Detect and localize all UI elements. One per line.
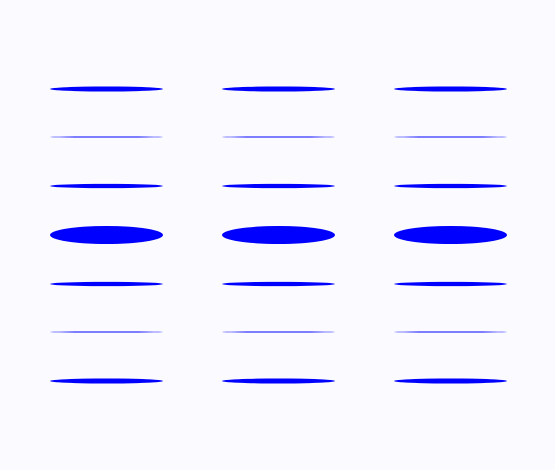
ellipse-r4-c3 xyxy=(394,226,507,244)
ellipse-r1-c1 xyxy=(50,86,163,92)
ellipse-r7-c1 xyxy=(50,378,163,384)
ellipse-r2-c1 xyxy=(50,136,163,138)
ellipse-r5-c3 xyxy=(394,281,507,287)
ellipse-r7-c3 xyxy=(394,378,507,384)
ellipse-r2-c3 xyxy=(394,136,507,138)
ellipse-r2-c2 xyxy=(222,136,335,138)
ellipse-r1-c3 xyxy=(394,86,507,92)
ellipse-r6-c1 xyxy=(50,331,163,333)
ellipse-r7-c2 xyxy=(222,378,335,384)
ellipse-r4-c1 xyxy=(50,226,163,244)
ellipse-r3-c1 xyxy=(50,183,163,189)
ellipse-r1-c2 xyxy=(222,86,335,92)
ellipse-r6-c2 xyxy=(222,331,335,333)
ellipse-r5-c2 xyxy=(222,281,335,287)
ellipse-r3-c2 xyxy=(222,183,335,189)
ellipse-r5-c1 xyxy=(50,281,163,287)
ellipse-r4-c2 xyxy=(222,226,335,244)
ellipse-r3-c3 xyxy=(394,183,507,189)
ellipse-r6-c3 xyxy=(394,331,507,333)
